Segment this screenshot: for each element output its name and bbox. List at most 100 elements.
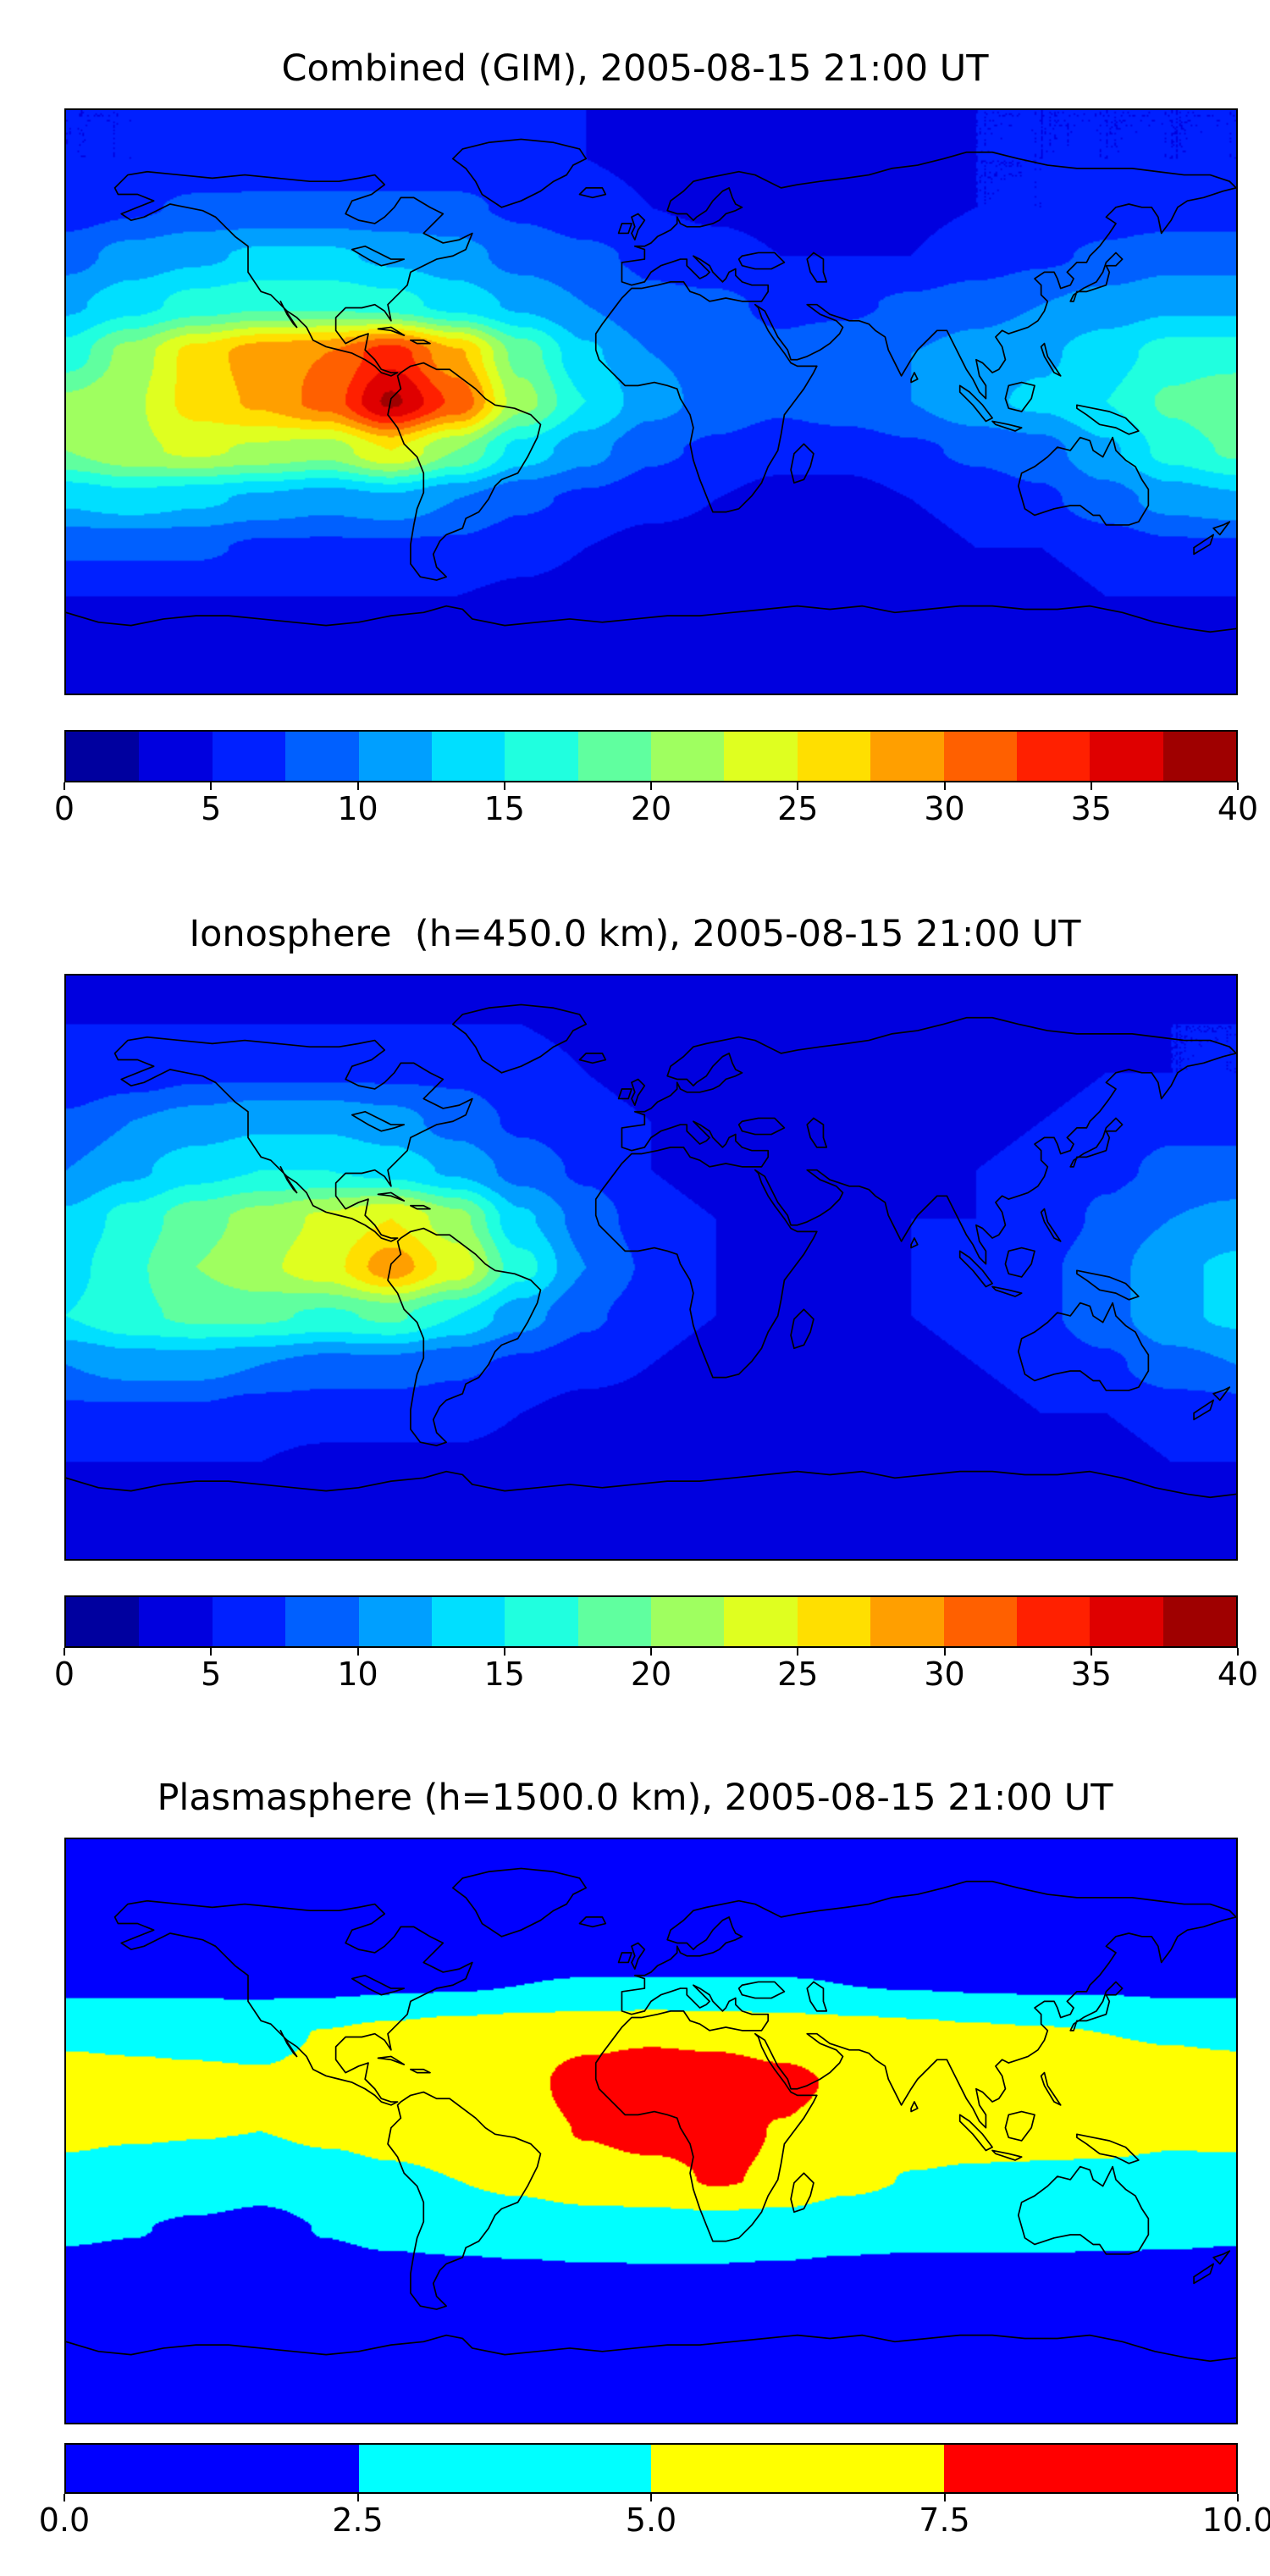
coastline-path xyxy=(66,139,1236,632)
world-map-combined xyxy=(64,108,1238,695)
colorbar-ionosphere xyxy=(64,1595,1238,1648)
colorbar-segment xyxy=(724,1597,798,1646)
colorbar-segment xyxy=(1090,732,1163,781)
colorbar-tick-label: 35 xyxy=(1070,790,1112,827)
colorbar-tick-label: 25 xyxy=(777,1656,819,1693)
coastlines-overlay xyxy=(66,976,1236,1559)
colorbar-segment xyxy=(431,732,505,781)
colorbar-tick-label: 5 xyxy=(201,1656,222,1693)
colorbar-segment xyxy=(139,1597,213,1646)
colorbar-segment xyxy=(139,732,213,781)
colorbar-segment xyxy=(870,732,944,781)
colorbar-tick xyxy=(797,782,799,790)
coastline-path xyxy=(66,1868,1236,2361)
colorbar-tick xyxy=(1237,782,1239,790)
coastlines-overlay xyxy=(66,110,1236,694)
colorbar-tick xyxy=(356,782,359,790)
colorbar-tick-label: 10.0 xyxy=(1201,2501,1270,2539)
colorbar-segment xyxy=(285,1597,359,1646)
colorbar-segment xyxy=(285,732,359,781)
colorbar-tick-label: 15 xyxy=(483,790,525,827)
colorbar-tick xyxy=(943,2494,946,2501)
colorbar-tick xyxy=(64,782,65,790)
colorbar-tick-label: 7.5 xyxy=(919,2501,970,2539)
colorbar-tick-label: 30 xyxy=(924,1656,965,1693)
colorbar-segment xyxy=(651,2445,944,2492)
colorbar-segment xyxy=(797,1597,871,1646)
colorbar-segment xyxy=(1162,732,1236,781)
tec-heatmap-plasmasphere xyxy=(66,1839,1236,2423)
colorbar-segment xyxy=(651,732,725,781)
figure-title: Ionosphere (h=450.0 km), 2005-08-15 21:0… xyxy=(189,913,1081,955)
colorbar-segment xyxy=(1090,1597,1163,1646)
colorbar-plasmasphere xyxy=(64,2443,1238,2494)
colorbar-segment xyxy=(431,1597,505,1646)
colorbar-tick xyxy=(943,1648,946,1656)
colorbar-combined xyxy=(64,730,1238,782)
colorbar-tick-label: 40 xyxy=(1217,790,1259,827)
colorbar-segment xyxy=(870,1597,944,1646)
colorbar-segment xyxy=(358,1597,432,1646)
colorbar-tick-label: 0.0 xyxy=(38,2501,91,2539)
colorbar-segment xyxy=(505,1597,578,1646)
colorbar-segment xyxy=(577,1597,651,1646)
colorbar-tick-label: 0 xyxy=(53,1656,75,1693)
colorbar-tick xyxy=(1237,1648,1239,1656)
colorbar-tick-label: 5.0 xyxy=(625,2501,677,2539)
colorbar-segment xyxy=(66,732,140,781)
colorbar-segment xyxy=(1162,1597,1236,1646)
colorbar-tick xyxy=(1237,2494,1239,2501)
colorbar-tick xyxy=(356,1648,359,1656)
colorbar-segment xyxy=(797,732,871,781)
colorbar-segment xyxy=(577,732,651,781)
colorbar-segment xyxy=(651,1597,725,1646)
colorbar-segment xyxy=(212,1597,286,1646)
colorbar-segment xyxy=(505,732,578,781)
world-map-ionosphere xyxy=(64,974,1238,1561)
colorbar-tick xyxy=(64,1648,65,1656)
tec-heatmap-combined xyxy=(66,110,1236,694)
colorbar-tick xyxy=(503,782,505,790)
colorbar-tick xyxy=(503,1648,505,1656)
figure-ionosphere: Ionosphere (h=450.0 km), 2005-08-15 21:0… xyxy=(0,865,1270,1712)
colorbar-tick xyxy=(650,2494,652,2501)
colorbar-axis-combined: 0 5 10 15 20 25 30 35 40 xyxy=(54,782,1258,843)
colorbar-tick xyxy=(797,1648,799,1656)
colorbar-segment xyxy=(66,1597,140,1646)
figure-title: Plasmasphere (h=1500.0 km), 2005-08-15 2… xyxy=(157,1777,1113,1819)
colorbar-segment xyxy=(724,732,798,781)
colorbar-tick-label: 35 xyxy=(1070,1656,1112,1693)
colorbar-segment xyxy=(943,732,1017,781)
colorbar-tick xyxy=(356,2494,359,2501)
colorbar-tick-label: 25 xyxy=(777,790,819,827)
coastline-path xyxy=(66,1004,1236,1497)
colorbar-segment xyxy=(1016,732,1091,781)
colorbar-tick xyxy=(1090,782,1092,790)
colorbar-segment xyxy=(943,1597,1017,1646)
figure-title: Combined (GIM), 2005-08-15 21:00 UT xyxy=(281,47,989,90)
colorbar-tick-label: 20 xyxy=(630,790,672,827)
colorbar-tick-label: 20 xyxy=(630,1656,672,1693)
colorbar-segment xyxy=(1016,1597,1091,1646)
colorbar-tick-label: 30 xyxy=(924,790,965,827)
figure-combined-gim: Combined (GIM), 2005-08-15 21:00 UT 0 5 10… xyxy=(0,0,1270,847)
colorbar-tick xyxy=(64,2494,65,2501)
tec-heatmap-ionosphere xyxy=(66,976,1236,1559)
colorbar-axis-ionosphere: 0 5 10 15 20 25 30 35 40 xyxy=(54,1648,1258,1709)
colorbar-tick xyxy=(210,1648,213,1656)
figure-plasmasphere: Plasmasphere (h=1500.0 km), 2005-08-15 2… xyxy=(0,1729,1270,2576)
colorbar-segment xyxy=(212,732,286,781)
colorbar-tick-label: 15 xyxy=(483,1656,525,1693)
colorbar-tick-label: 40 xyxy=(1217,1656,1259,1693)
colorbar-tick xyxy=(650,1648,652,1656)
colorbar-segment xyxy=(943,2445,1236,2492)
colorbar-tick-label: 0 xyxy=(53,790,75,827)
colorbar-segment xyxy=(358,732,432,781)
colorbar-tick xyxy=(650,782,652,790)
colorbar-tick-label: 5 xyxy=(201,790,222,827)
colorbar-tick-label: 2.5 xyxy=(332,2501,384,2539)
colorbar-tick-label: 10 xyxy=(337,790,378,827)
coastlines-overlay xyxy=(66,1839,1236,2423)
colorbar-segment xyxy=(358,2445,651,2492)
world-map-plasmasphere xyxy=(64,1838,1238,2424)
